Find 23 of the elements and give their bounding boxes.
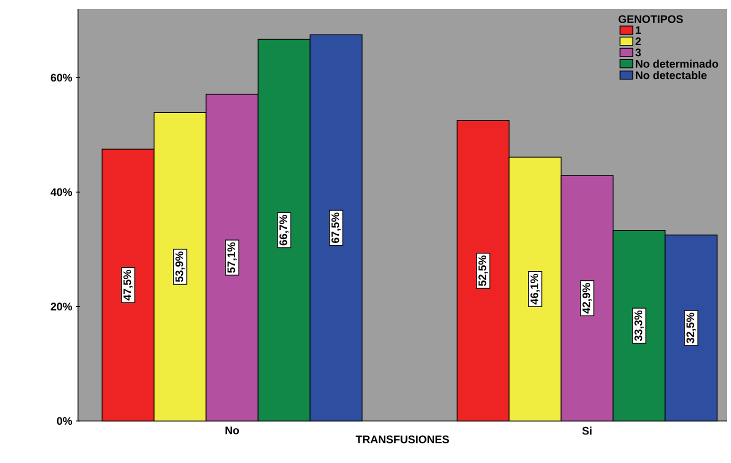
y-tick-label: 20% bbox=[50, 302, 72, 310]
data-label: 66,7% bbox=[279, 214, 289, 246]
legend-title: GENOTIPOS bbox=[618, 15, 683, 23]
data-label: 42,9% bbox=[582, 283, 592, 314]
legend-label: 2 bbox=[636, 37, 641, 46]
data-label: 33,3% bbox=[634, 310, 644, 341]
data-label: 67,5% bbox=[331, 212, 341, 243]
data-label: 52,5% bbox=[478, 256, 488, 286]
y-tick-label: 60% bbox=[50, 74, 72, 82]
legend-label: No determinado bbox=[636, 60, 718, 68]
data-label: 46,1% bbox=[530, 274, 540, 304]
x-tick-label: No bbox=[226, 426, 239, 434]
x-axis-title: TRANSFUSIONES bbox=[356, 436, 449, 444]
legend-label: 3 bbox=[635, 48, 641, 56]
y-tick-label: 0% bbox=[56, 417, 72, 425]
data-label: 53,9% bbox=[175, 252, 185, 282]
data-label: 47,5% bbox=[123, 270, 133, 300]
legend-label: 1 bbox=[636, 26, 641, 34]
data-label: 32,5% bbox=[686, 312, 696, 344]
x-tick-label: Si bbox=[582, 426, 592, 435]
y-tick-label: 40% bbox=[50, 188, 72, 196]
legend-label: No detectable bbox=[636, 71, 707, 80]
data-label: 57,1% bbox=[227, 242, 237, 273]
